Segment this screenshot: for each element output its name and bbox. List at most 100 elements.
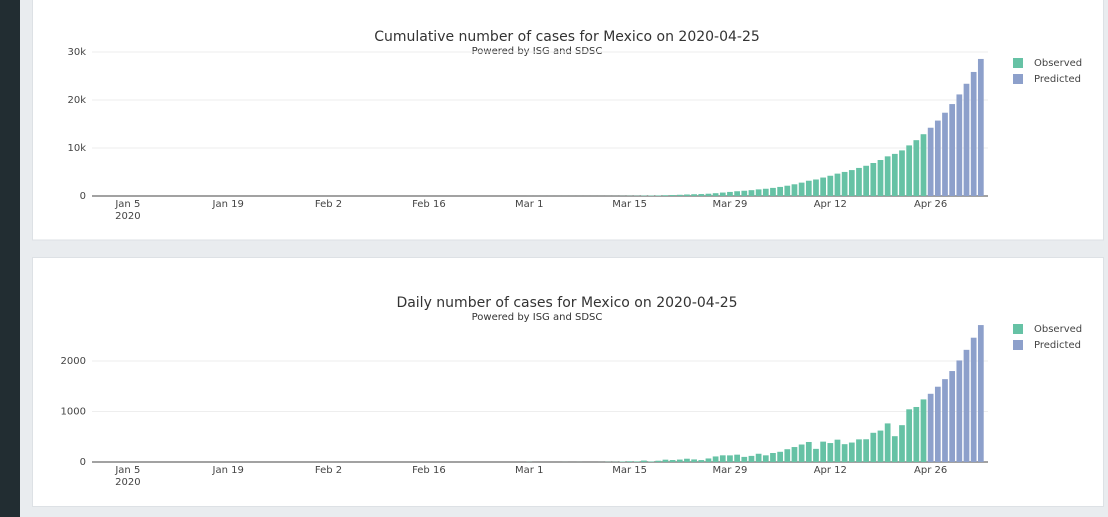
legend-label: Predicted — [1034, 74, 1081, 85]
bar — [748, 190, 755, 196]
bar — [927, 393, 934, 462]
bar — [870, 163, 877, 196]
bar — [906, 145, 913, 196]
bar — [949, 104, 956, 196]
y-tick-label: 0 — [80, 457, 86, 468]
bar — [791, 447, 798, 462]
x-tick-label: Feb 2 — [315, 199, 342, 210]
bar — [784, 185, 791, 196]
x-tick-label: Apr 26 — [914, 465, 947, 476]
bar — [755, 189, 762, 196]
bar — [626, 461, 633, 462]
x-tick-label: Mar 1 — [515, 199, 543, 210]
bar — [934, 386, 941, 462]
bar — [662, 459, 669, 462]
bar — [655, 195, 662, 196]
bar — [712, 456, 719, 462]
bar — [891, 153, 898, 196]
x-tick-label: Jan 19 — [212, 199, 244, 210]
bar — [762, 188, 769, 196]
bar — [648, 461, 654, 462]
bar — [798, 444, 805, 462]
bar — [755, 453, 762, 462]
bar — [834, 439, 841, 462]
x-tick-label: Jan 5 — [114, 199, 140, 210]
x-tick-label: Apr 26 — [914, 199, 947, 210]
y-tick-label: 30k — [67, 47, 86, 58]
bar — [834, 173, 841, 196]
x-tick-label: Mar 29 — [713, 199, 748, 210]
bar — [719, 192, 726, 196]
bar — [633, 461, 640, 462]
bar — [913, 140, 920, 196]
bar — [813, 448, 819, 462]
bar — [977, 58, 984, 196]
bar — [856, 439, 862, 462]
legend-swatch — [1013, 74, 1023, 84]
bar — [963, 83, 970, 196]
legend-swatch — [1013, 58, 1023, 68]
x-tick-label: Apr 12 — [814, 465, 847, 476]
bar — [856, 167, 862, 196]
bar — [762, 455, 769, 462]
x-tick-label: Mar 29 — [713, 465, 748, 476]
bar — [877, 430, 884, 462]
bar — [884, 423, 891, 462]
chart-title: Cumulative number of cases for Mexico on… — [374, 29, 760, 45]
bar — [863, 165, 870, 196]
bar — [963, 349, 970, 462]
bar — [805, 180, 812, 196]
bar — [684, 194, 690, 196]
bar — [884, 156, 891, 196]
bar — [691, 194, 697, 196]
bar — [970, 71, 977, 196]
bar — [927, 127, 934, 196]
y-tick-label: 0 — [80, 191, 86, 202]
bar — [770, 453, 776, 462]
bar — [899, 425, 905, 462]
bar — [841, 171, 848, 196]
x-tick-label: Feb 2 — [315, 465, 342, 476]
bar — [727, 191, 733, 196]
bar — [676, 194, 683, 196]
y-tick-label: 2000 — [61, 356, 86, 367]
bar — [705, 458, 712, 462]
bar — [841, 444, 848, 462]
x-tick-label: Mar 1 — [515, 465, 543, 476]
bar — [741, 456, 748, 462]
x-tick-label: Mar 15 — [612, 199, 647, 210]
bar — [619, 461, 626, 462]
bar — [698, 194, 705, 196]
bar — [913, 406, 920, 462]
card — [32, 0, 1104, 241]
card — [32, 257, 1104, 507]
bar — [712, 193, 719, 196]
legend-swatch — [1013, 340, 1023, 350]
x-tick-label: Mar 15 — [612, 465, 647, 476]
bar — [798, 182, 805, 196]
bar — [641, 460, 647, 462]
bar — [827, 175, 834, 196]
sidebar — [0, 0, 20, 517]
bar — [942, 112, 948, 196]
x-tick-label: Jan 19 — [212, 465, 244, 476]
bar — [770, 187, 776, 196]
bar — [877, 160, 884, 196]
bar — [676, 459, 683, 462]
bar — [734, 454, 740, 462]
chart-subtitle: Powered by ISG and SDSC — [472, 312, 603, 323]
bar — [777, 451, 783, 462]
bar — [970, 337, 977, 462]
x-year-label: 2020 — [115, 477, 140, 488]
bar — [655, 460, 662, 462]
x-year-label: 2020 — [115, 211, 140, 222]
bar — [791, 184, 798, 196]
bar — [705, 193, 712, 196]
bar — [956, 94, 963, 196]
bar — [899, 150, 905, 196]
bar — [669, 195, 676, 196]
legend-label: Predicted — [1034, 340, 1081, 351]
legend-label: Observed — [1034, 324, 1082, 335]
